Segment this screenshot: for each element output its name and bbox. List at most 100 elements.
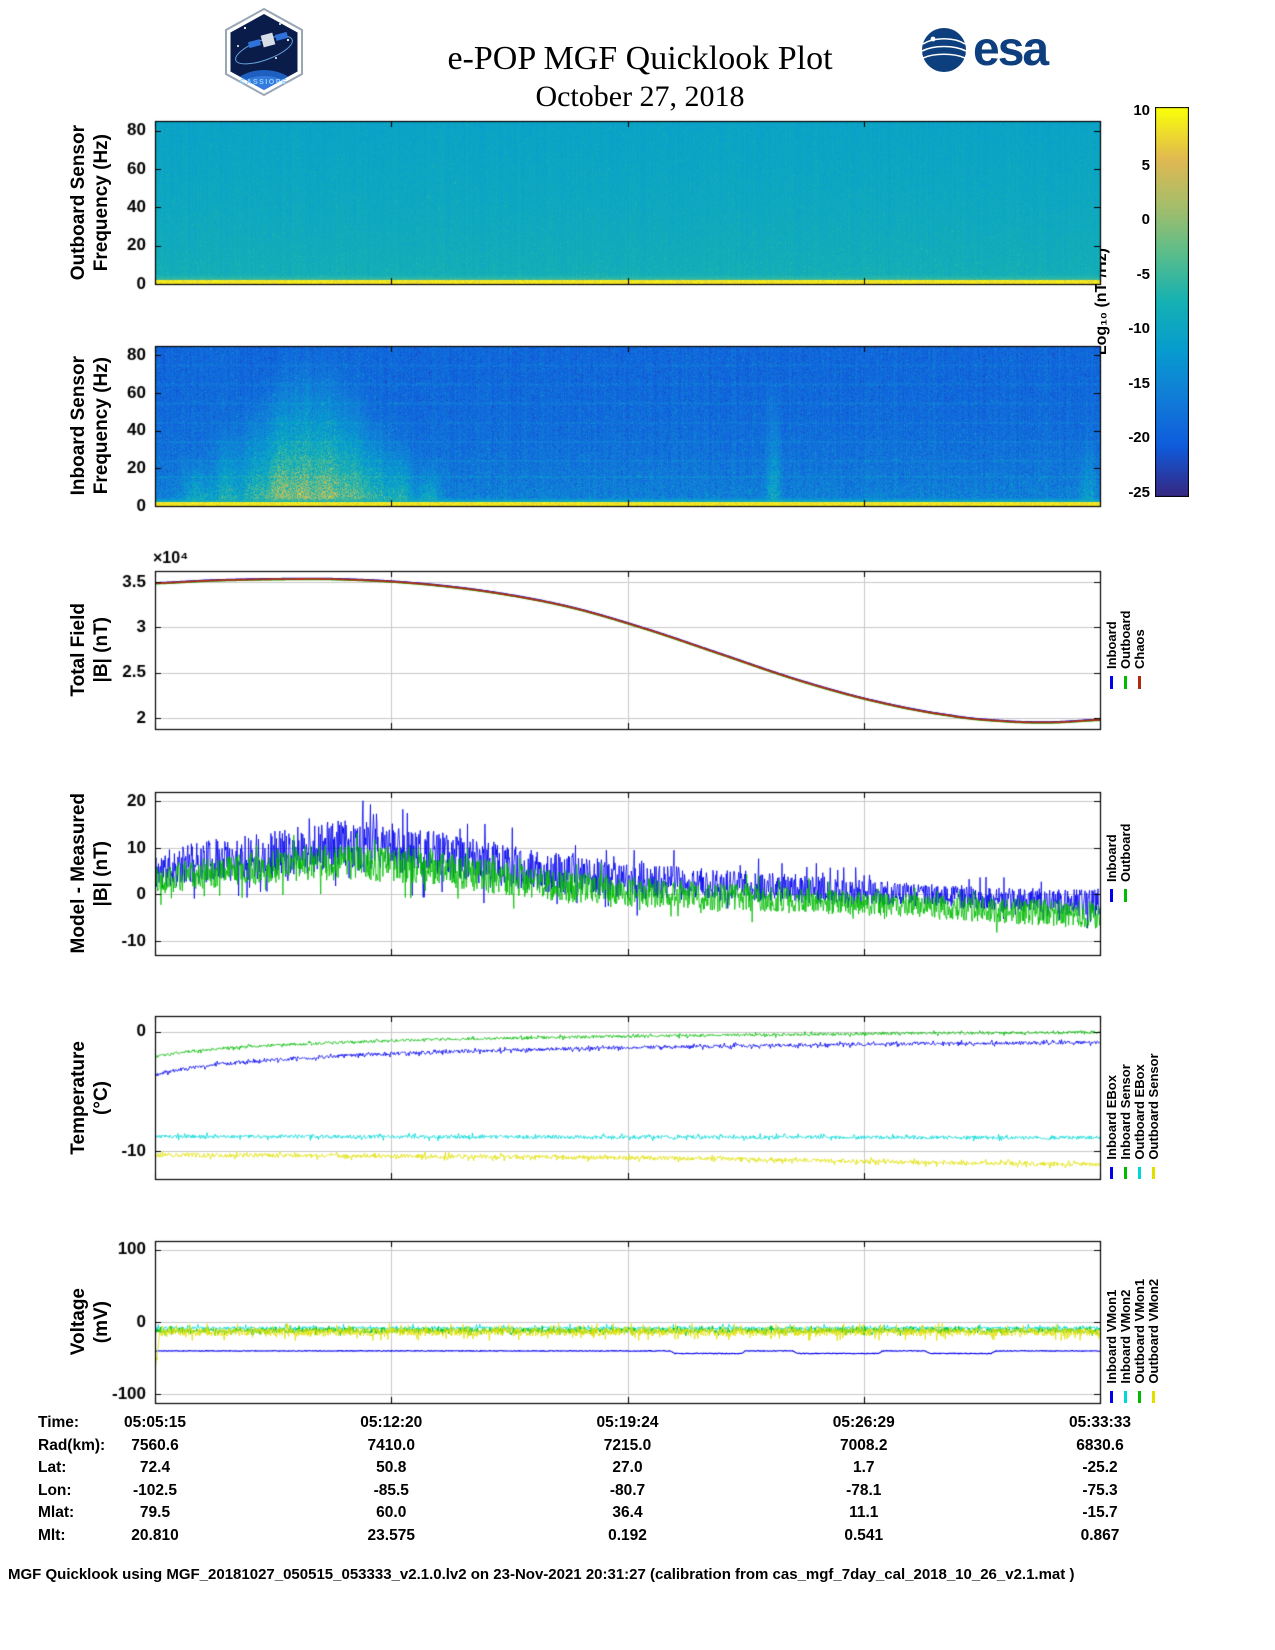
legend-item: Inboard VMon1: [1104, 1241, 1119, 1403]
legend-mark: [1123, 889, 1127, 902]
legend-label: Inboard Sensor: [1117, 1064, 1133, 1160]
legend-item: Outboard EBox: [1131, 1016, 1147, 1179]
axis-title-line: |B| (nT): [91, 840, 112, 907]
table-cell: -80.7: [609, 1481, 646, 1499]
table-cell: 72.4: [139, 1459, 171, 1476]
panel-legend: Inboard Outboard Chaos: [1104, 571, 1147, 729]
colorbar-tick-label: 10: [1133, 102, 1150, 119]
outboard-spectrogram-axis-title: Outboard Sensor Frequency (Hz): [66, 121, 116, 284]
voltage-axis-title: Voltage (mV): [66, 1241, 116, 1403]
table-cell: 79.5: [139, 1504, 171, 1521]
legend-mark: [1137, 1166, 1141, 1179]
temperature-axis-title: Temperature (°C): [66, 1016, 116, 1179]
legend-mark: [1123, 1390, 1127, 1403]
legend-label: Inboard EBox: [1103, 1075, 1119, 1160]
model-measured-axis-title: Model - Measured |B| (nT): [66, 792, 116, 955]
axis-title-line: Voltage: [68, 1288, 90, 1356]
table-cell: 05:33:33: [1068, 1414, 1132, 1431]
outboard-spectrogram-canvas: [85, 99, 1110, 298]
legend-mark: [1151, 1166, 1155, 1179]
footer-text: MGF Quicklook using MGF_20181027_050515_…: [8, 1566, 1075, 1583]
legend-label: Outboard VMon1: [1131, 1278, 1147, 1384]
legend-mark: [1123, 676, 1127, 689]
inboard-spectrogram-canvas: [85, 324, 1110, 520]
table-cell: 11.1: [849, 1504, 879, 1521]
table-cell: 6830.6: [1076, 1436, 1124, 1454]
table-cell: -78.1: [846, 1481, 882, 1499]
axis-title-line: Frequency (Hz): [91, 133, 112, 272]
model-measured-plot-canvas: [85, 770, 1110, 969]
axis-title-line: Frequency (Hz): [91, 357, 112, 495]
colorbar-ticks: 10 5 0 -5 -10 -15 -20 -25: [1100, 102, 1150, 501]
table-cell: 23.575: [367, 1526, 415, 1544]
table-cell: 0.192: [608, 1526, 647, 1544]
table-row-label: Mlt:: [38, 1526, 66, 1544]
colorbar-tick-label: -10: [1128, 320, 1150, 338]
legend-label: Outboard EBox: [1131, 1064, 1147, 1160]
legend-item: Outboard Sensor: [1145, 1016, 1161, 1179]
cassiope-badge-field: [230, 14, 298, 90]
legend-label: Outboard: [1117, 610, 1133, 670]
colorbar-tick-label: -25: [1128, 484, 1150, 501]
axis-title-line: Inboard Sensor: [68, 356, 90, 496]
legend-label: Chaos: [1131, 629, 1147, 669]
legend-mark: [1109, 1166, 1113, 1179]
legend-item: Inboard EBox: [1103, 1016, 1119, 1179]
legend-item: Inboard: [1103, 792, 1119, 955]
table-cell: 7008.2: [840, 1436, 888, 1454]
axis-title-line: Temperature: [68, 1040, 90, 1155]
legend-mark: [1109, 1390, 1113, 1403]
panel-legend: Inboard Outboard: [1103, 792, 1133, 955]
legend-label: Outboard Sensor: [1145, 1053, 1161, 1160]
table-cell: 05:26:29: [832, 1414, 895, 1431]
table-cell: -15.7: [1082, 1504, 1118, 1521]
table-cell: 05:12:20: [360, 1414, 423, 1431]
table-cell: 7410.0: [367, 1436, 415, 1454]
colorbar-tick-label: 0: [1141, 211, 1150, 229]
table-cell: 1.7: [852, 1459, 875, 1476]
table-cell: 60.0: [376, 1504, 407, 1521]
voltage-plot-canvas: [85, 1219, 1110, 1417]
legend-label: Outboard VMon2: [1145, 1278, 1161, 1384]
legend-item: Outboard: [1118, 792, 1133, 955]
total-field-axis-title: Total Field |B| (nT): [66, 571, 116, 729]
temperature-plot-canvas: [85, 994, 1110, 1193]
inboard-spectrogram-axis-title: Inboard Sensor Frequency (Hz): [66, 346, 116, 506]
table-cell: 36.4: [612, 1504, 643, 1521]
legend-item: Inboard Sensor: [1117, 1016, 1133, 1179]
esa-wordmark: esa: [973, 23, 1049, 76]
axis-title-line: |B| (nT): [91, 617, 112, 683]
legend-mark: [1137, 676, 1141, 689]
axis-title-line: (°C): [91, 1080, 112, 1115]
table-cell: 05:05:15: [123, 1414, 187, 1431]
table-row-label: Mlat:: [38, 1504, 75, 1521]
table-cell: 20.810: [131, 1526, 179, 1544]
table-row-label: Time:: [38, 1414, 80, 1431]
cassiope-badge-art: [230, 23, 298, 90]
page-title: e-POP MGF Quicklook Plot: [447, 40, 833, 77]
table-cell: 0.867: [1080, 1526, 1120, 1544]
table-cell: 50.8: [376, 1459, 407, 1476]
legend-item: Inboard: [1104, 571, 1119, 729]
colorbar-tick-label: -5: [1136, 265, 1150, 283]
table-row-label: Lon:: [38, 1481, 72, 1499]
legend-mark: [1151, 1390, 1155, 1403]
legend-item: Outboard VMon2: [1145, 1241, 1161, 1403]
ephemeris-table: Time: 05:05:15 05:12:20 05:19:24 05:26:29 05:…: [0, 1414, 1275, 1559]
cassiope-logo-text: CASSIOPE: [240, 79, 288, 86]
axis-title-line: Model - Measured: [68, 793, 90, 954]
table-cell: 05:19:24: [596, 1414, 659, 1431]
table-row-label: Lat:: [38, 1459, 67, 1476]
legend-label: Inboard: [1103, 834, 1119, 882]
table-cell: 27.0: [612, 1459, 643, 1476]
legend-mark: [1109, 889, 1113, 902]
panel-legend: Inboard EBox Inboard Sensor Outboard EBox O…: [1103, 1016, 1161, 1179]
axis-title-line: (mV): [91, 1300, 112, 1344]
total-field-plot-canvas: [85, 549, 1110, 743]
legend-label: Inboard VMon2: [1117, 1289, 1133, 1384]
table-cell: -85.5: [373, 1481, 409, 1499]
legend-mark: [1123, 1166, 1127, 1179]
axis-title-line: Total Field: [68, 603, 90, 697]
axis-title-line: Outboard Sensor: [68, 124, 90, 281]
legend-mark: [1109, 676, 1113, 689]
